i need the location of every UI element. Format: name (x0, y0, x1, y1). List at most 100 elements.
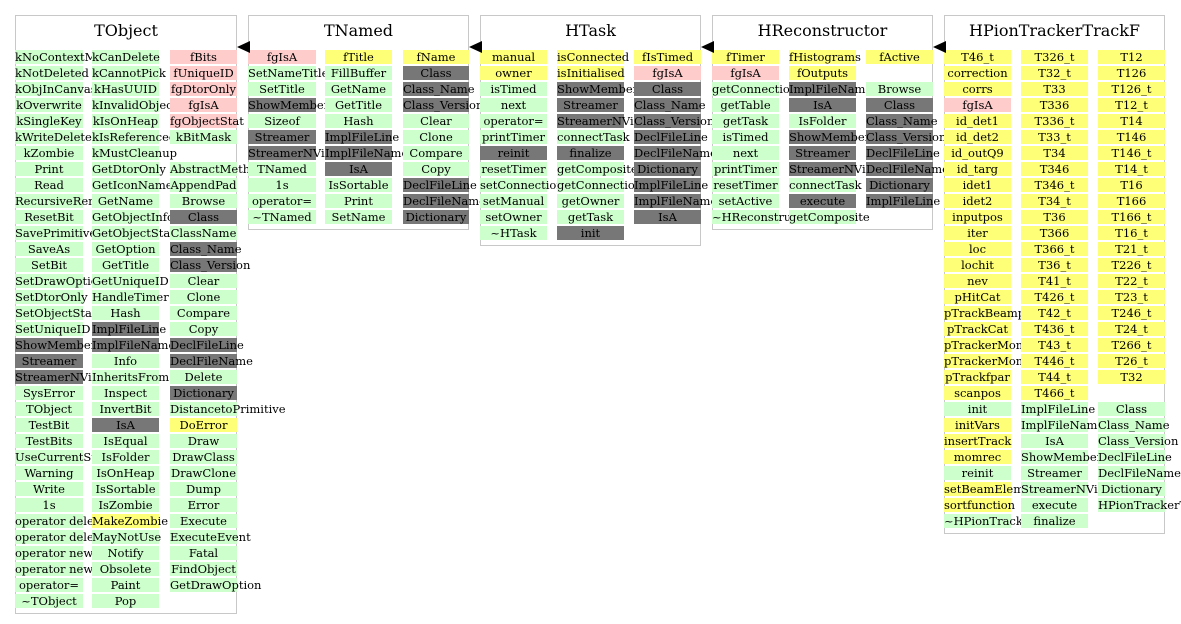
member-htask-next[interactable]: next (480, 98, 547, 112)
member-tobject-hash[interactable]: Hash (92, 306, 159, 320)
member-hpiontrackertrackf-t33-t[interactable]: T33_t (1021, 130, 1088, 144)
member-tnamed-sizeof[interactable]: Sizeof (248, 114, 316, 128)
member-htask-finalize[interactable]: finalize (557, 146, 624, 160)
member-hpiontrackertrackf-t436-t[interactable]: T436_t (1021, 322, 1088, 336)
member-tobject-koverwrite[interactable]: kOverwrite (15, 98, 83, 112)
member-tobject-doerror[interactable]: DoError (170, 418, 237, 432)
member-hreconstructor-istimed[interactable]: isTimed (712, 130, 779, 144)
member-tnamed-copy[interactable]: Copy (403, 162, 469, 176)
member-hreconstructor-setactive[interactable]: setActive (712, 194, 779, 208)
member-tobject-setobjectstat[interactable]: SetObjectStat (15, 306, 97, 320)
member-htask-setmanual[interactable]: setManual (480, 194, 547, 208)
member-tnamed-implfileline[interactable]: ImplFileLine (325, 130, 399, 144)
member-hpiontrackertrackf-corrs[interactable]: corrs (944, 82, 1011, 96)
member-tobject-error[interactable]: Error (170, 498, 237, 512)
member-htask-init[interactable]: init (557, 226, 624, 240)
member-tobject-kobjincanvas[interactable]: kObjInCanvas (15, 82, 97, 96)
member-hpiontrackertrackf-t366-t[interactable]: T366_t (1021, 242, 1088, 256)
member-hpiontrackertrackf-inserttrack[interactable]: insertTrack (944, 434, 1011, 448)
member-tnamed-setname[interactable]: SetName (325, 210, 392, 224)
member-hreconstructor-showmembers[interactable]: ShowMembers (789, 130, 876, 144)
member-tobject-issortable[interactable]: IsSortable (92, 482, 159, 496)
member-tobject-getname[interactable]: GetName (92, 194, 159, 208)
member-hpiontrackertrackf-t21-t[interactable]: T21_t (1098, 242, 1165, 256)
member-tobject-fatal[interactable]: Fatal (170, 546, 237, 560)
member-hreconstructor-browse[interactable]: Browse (866, 82, 933, 96)
member-htask-htask[interactable]: ~HTask (480, 226, 547, 240)
member-htask-getcomposite[interactable]: getComposite (557, 162, 638, 176)
member-tnamed-getname[interactable]: GetName (325, 82, 392, 96)
member-tobject-streamernvirtual[interactable]: StreamerNVirtual (15, 370, 120, 384)
member-tobject-testbits[interactable]: TestBits (15, 434, 83, 448)
member-tnamed-dictionary[interactable]: Dictionary (403, 210, 469, 224)
member-tnamed-operator[interactable]: operator= (248, 194, 316, 208)
member-tobject-ksinglekey[interactable]: kSingleKey (15, 114, 83, 128)
member-tobject-kzombie[interactable]: kZombie (15, 146, 83, 160)
member-tobject-makezombie[interactable]: MakeZombie (92, 514, 168, 528)
member-tobject-tobject[interactable]: ~TObject (15, 594, 83, 608)
member-hreconstructor-gettable[interactable]: getTable (712, 98, 779, 112)
member-hpiontrackertrackf-t466-t[interactable]: T466_t (1021, 386, 1088, 400)
member-tobject-fbits[interactable]: fBits (170, 50, 237, 64)
member-hpiontrackertrackf-init[interactable]: init (944, 402, 1011, 416)
member-hpiontrackertrackf-t24-t[interactable]: T24_t (1098, 322, 1165, 336)
member-tobject-isequal[interactable]: IsEqual (92, 434, 159, 448)
member-htask-dictionary[interactable]: Dictionary (634, 162, 701, 176)
member-hpiontrackertrackf-correction[interactable]: correction (944, 66, 1011, 80)
member-htask-printtimer[interactable]: printTimer (480, 130, 547, 144)
member-hpiontrackertrackf-t23-t[interactable]: T23_t (1098, 290, 1165, 304)
member-tobject-pop[interactable]: Pop (92, 594, 159, 608)
member-hpiontrackertrackf-streamer[interactable]: Streamer (1021, 466, 1088, 480)
member-htask-class-name[interactable]: Class_Name (634, 98, 706, 112)
member-htask-reinit[interactable]: reinit (480, 146, 547, 160)
member-hpiontrackertrackf-t42-t[interactable]: T42_t (1021, 306, 1088, 320)
member-tobject-operator-delete[interactable]: operator delete (15, 514, 105, 528)
member-tobject-findobject[interactable]: FindObject (170, 562, 237, 576)
member-tobject-isfolder[interactable]: IsFolder (92, 450, 159, 464)
member-tobject-browse[interactable]: Browse (170, 194, 237, 208)
member-hpiontrackertrackf-t246-t[interactable]: T246_t (1098, 306, 1165, 320)
member-tobject-dump[interactable]: Dump (170, 482, 237, 496)
member-hreconstructor-declfileline[interactable]: DeclFileLine (866, 146, 940, 160)
member-hpiontrackertrackf-id-targ[interactable]: id_targ (944, 162, 1011, 176)
member-htask-implfileline[interactable]: ImplFileLine (634, 178, 708, 192)
member-hpiontrackertrackf-t346-t[interactable]: T346_t (1021, 178, 1088, 192)
member-tobject-kisreferenced[interactable]: kIsReferenced (92, 130, 176, 144)
member-tobject-print[interactable]: Print (15, 162, 83, 176)
member-tobject-read[interactable]: Read (15, 178, 83, 192)
member-tobject-class-version[interactable]: Class_Version (170, 258, 250, 272)
member-tnamed-tnamed[interactable]: ~TNamed (248, 210, 316, 224)
member-tobject-warning[interactable]: Warning (15, 466, 83, 480)
member-tobject-streamer[interactable]: Streamer (15, 354, 83, 368)
member-hreconstructor-fgisa[interactable]: fgIsA (712, 66, 779, 80)
member-hpiontrackertrackf-class-name[interactable]: Class_Name (1098, 418, 1170, 432)
member-tobject-getdtoronly[interactable]: GetDtorOnly (92, 162, 166, 176)
member-tnamed-class-name[interactable]: Class_Name (403, 82, 475, 96)
member-hreconstructor-execute[interactable]: execute (789, 194, 856, 208)
member-tnamed-declfileline[interactable]: DeclFileLine (403, 178, 477, 192)
member-tobject-classname[interactable]: ClassName (170, 226, 237, 240)
member-hpiontrackertrackf-execute[interactable]: execute (1021, 498, 1088, 512)
member-tobject-fgdtoronly[interactable]: fgDtorOnly (170, 82, 237, 96)
member-hpiontrackertrackf-loc[interactable]: loc (944, 242, 1011, 256)
member-tobject-operator[interactable]: operator= (15, 578, 83, 592)
member-htask-getconnections[interactable]: getConnections (557, 178, 648, 192)
member-hreconstructor-factive[interactable]: fActive (866, 50, 933, 64)
member-htask-isconnected[interactable]: isConnected (557, 50, 629, 64)
member-htask-setowner[interactable]: setOwner (480, 210, 547, 224)
member-hpiontrackertrackf-t326-t[interactable]: T326_t (1021, 50, 1088, 64)
member-tnamed-settitle[interactable]: SetTitle (248, 82, 316, 96)
member-tobject-fgobjectstat[interactable]: fgObjectStat (170, 114, 244, 128)
member-hpiontrackertrackf-t36[interactable]: T36 (1021, 210, 1088, 224)
member-htask-getowner[interactable]: getOwner (557, 194, 624, 208)
member-hpiontrackertrackf-lochit[interactable]: lochit (944, 258, 1011, 272)
member-hreconstructor-isa[interactable]: IsA (789, 98, 856, 112)
member-hpiontrackertrackf-streamernvirtual[interactable]: StreamerNVirtual (1021, 482, 1126, 496)
member-tnamed-tnamed[interactable]: TNamed (248, 162, 316, 176)
member-htask-fistimed[interactable]: fIsTimed (634, 50, 701, 64)
member-hreconstructor-class[interactable]: Class (866, 98, 933, 112)
member-tobject-khasuuid[interactable]: kHasUUID (92, 82, 159, 96)
member-tobject-handletimer[interactable]: HandleTimer (92, 290, 169, 304)
member-hpiontrackertrackf-fgisa[interactable]: fgIsA (944, 98, 1011, 112)
member-tnamed-ftitle[interactable]: fTitle (325, 50, 392, 64)
